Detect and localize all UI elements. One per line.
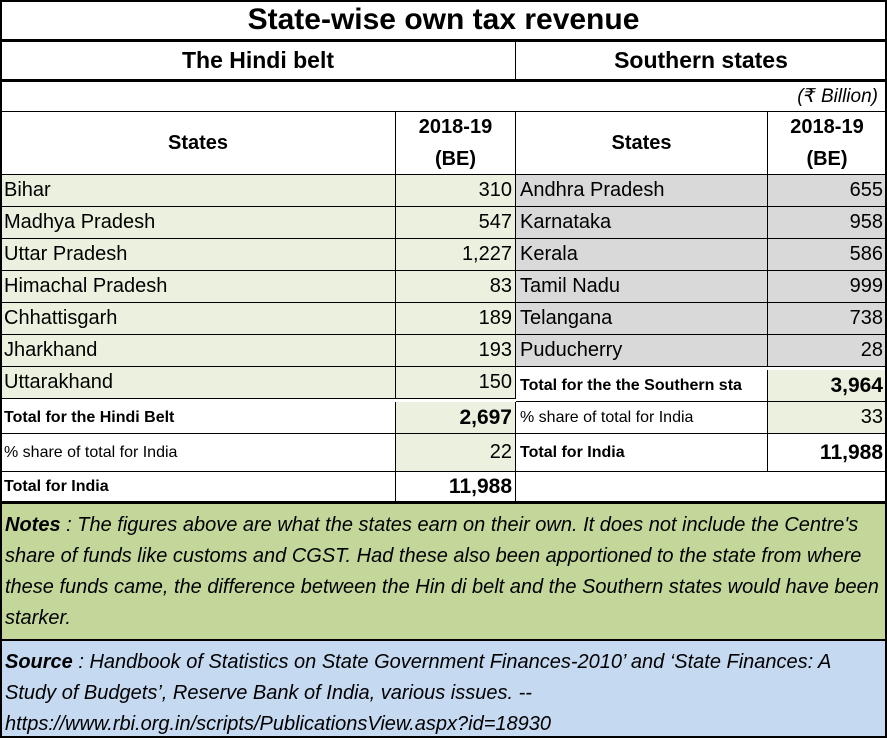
hindi-year-header-line2: (BE) [434,148,477,170]
south-share-value: 33 [768,402,887,434]
hindi-state-name: Jharkhand [0,335,396,367]
hindi-india-label: Total for India [0,472,396,502]
south-state-name: Kerala [516,239,768,271]
sheet-title: State-wise own tax revenue [0,0,887,40]
south-total-value: 3,964 [768,370,887,402]
hindi-state-value: 189 [396,303,516,335]
source-label: Source [5,651,73,673]
south-state-value: 655 [768,175,887,207]
hindi-state-value: 193 [396,335,516,367]
hindi-state-value: 150 [396,367,516,399]
south-year-header-line1: 2018-19 [790,116,864,138]
source-text: : Handbook of Statistics on State Govern… [5,651,831,735]
hindi-state-name: Chhattisgarh [0,303,396,335]
hindi-india-value: 11,988 [396,472,516,502]
south-total-label: Total for the the Southern sta [516,370,768,402]
hindi-year-header: 2018-19 (BE) [396,112,516,175]
south-state-name: Puducherry [516,335,768,367]
source-box: Source : Handbook of Statistics on State… [0,640,887,738]
group-header-southern: Southern states [515,40,887,80]
south-india-label: Total for India [516,434,768,472]
south-state-value: 586 [768,239,887,271]
south-state-value: 738 [768,303,887,335]
hindi-state-value: 1,227 [396,239,516,271]
hindi-share-value: 22 [396,434,516,472]
south-state-name: Telangana [516,303,768,335]
hindi-state-name: Uttarakhand [0,367,396,399]
south-states-header: States [516,112,768,175]
south-state-name: Tamil Nadu [516,271,768,303]
hindi-states-header: States [0,112,396,175]
south-state-name: Karnataka [516,207,768,239]
hindi-state-name: Himachal Pradesh [0,271,396,303]
notes-text: : The figures above are what the states … [5,514,879,629]
south-state-value: 999 [768,271,887,303]
south-year-header-line2: (BE) [806,148,848,170]
hindi-total-label: Total for the Hindi Belt [0,402,396,434]
hindi-state-value: 83 [396,271,516,303]
south-state-value: 28 [768,335,887,367]
south-state-name: Andhra Pradesh [516,175,768,207]
hindi-state-value: 310 [396,175,516,207]
hindi-state-name: Uttar Pradesh [0,239,396,271]
hindi-total-value: 2,697 [396,402,516,434]
hindi-state-name: Madhya Pradesh [0,207,396,239]
hindi-year-header-line1: 2018-19 [418,116,493,138]
hindi-state-name: Bihar [0,175,396,207]
group-header-hindi: The Hindi belt [0,40,516,80]
notes-label: Notes [5,514,61,536]
hindi-state-value: 547 [396,207,516,239]
hindi-share-label: % share of total for India [0,434,396,472]
unit-label: (₹ Billion) [0,80,887,112]
south-share-label: % share of total for India [516,402,768,434]
south-year-header: 2018-19 (BE) [768,112,887,175]
empty-cell [516,472,887,502]
south-india-value: 11,988 [768,434,887,472]
south-state-value: 958 [768,207,887,239]
notes-box: Notes : The figures above are what the s… [0,502,887,640]
